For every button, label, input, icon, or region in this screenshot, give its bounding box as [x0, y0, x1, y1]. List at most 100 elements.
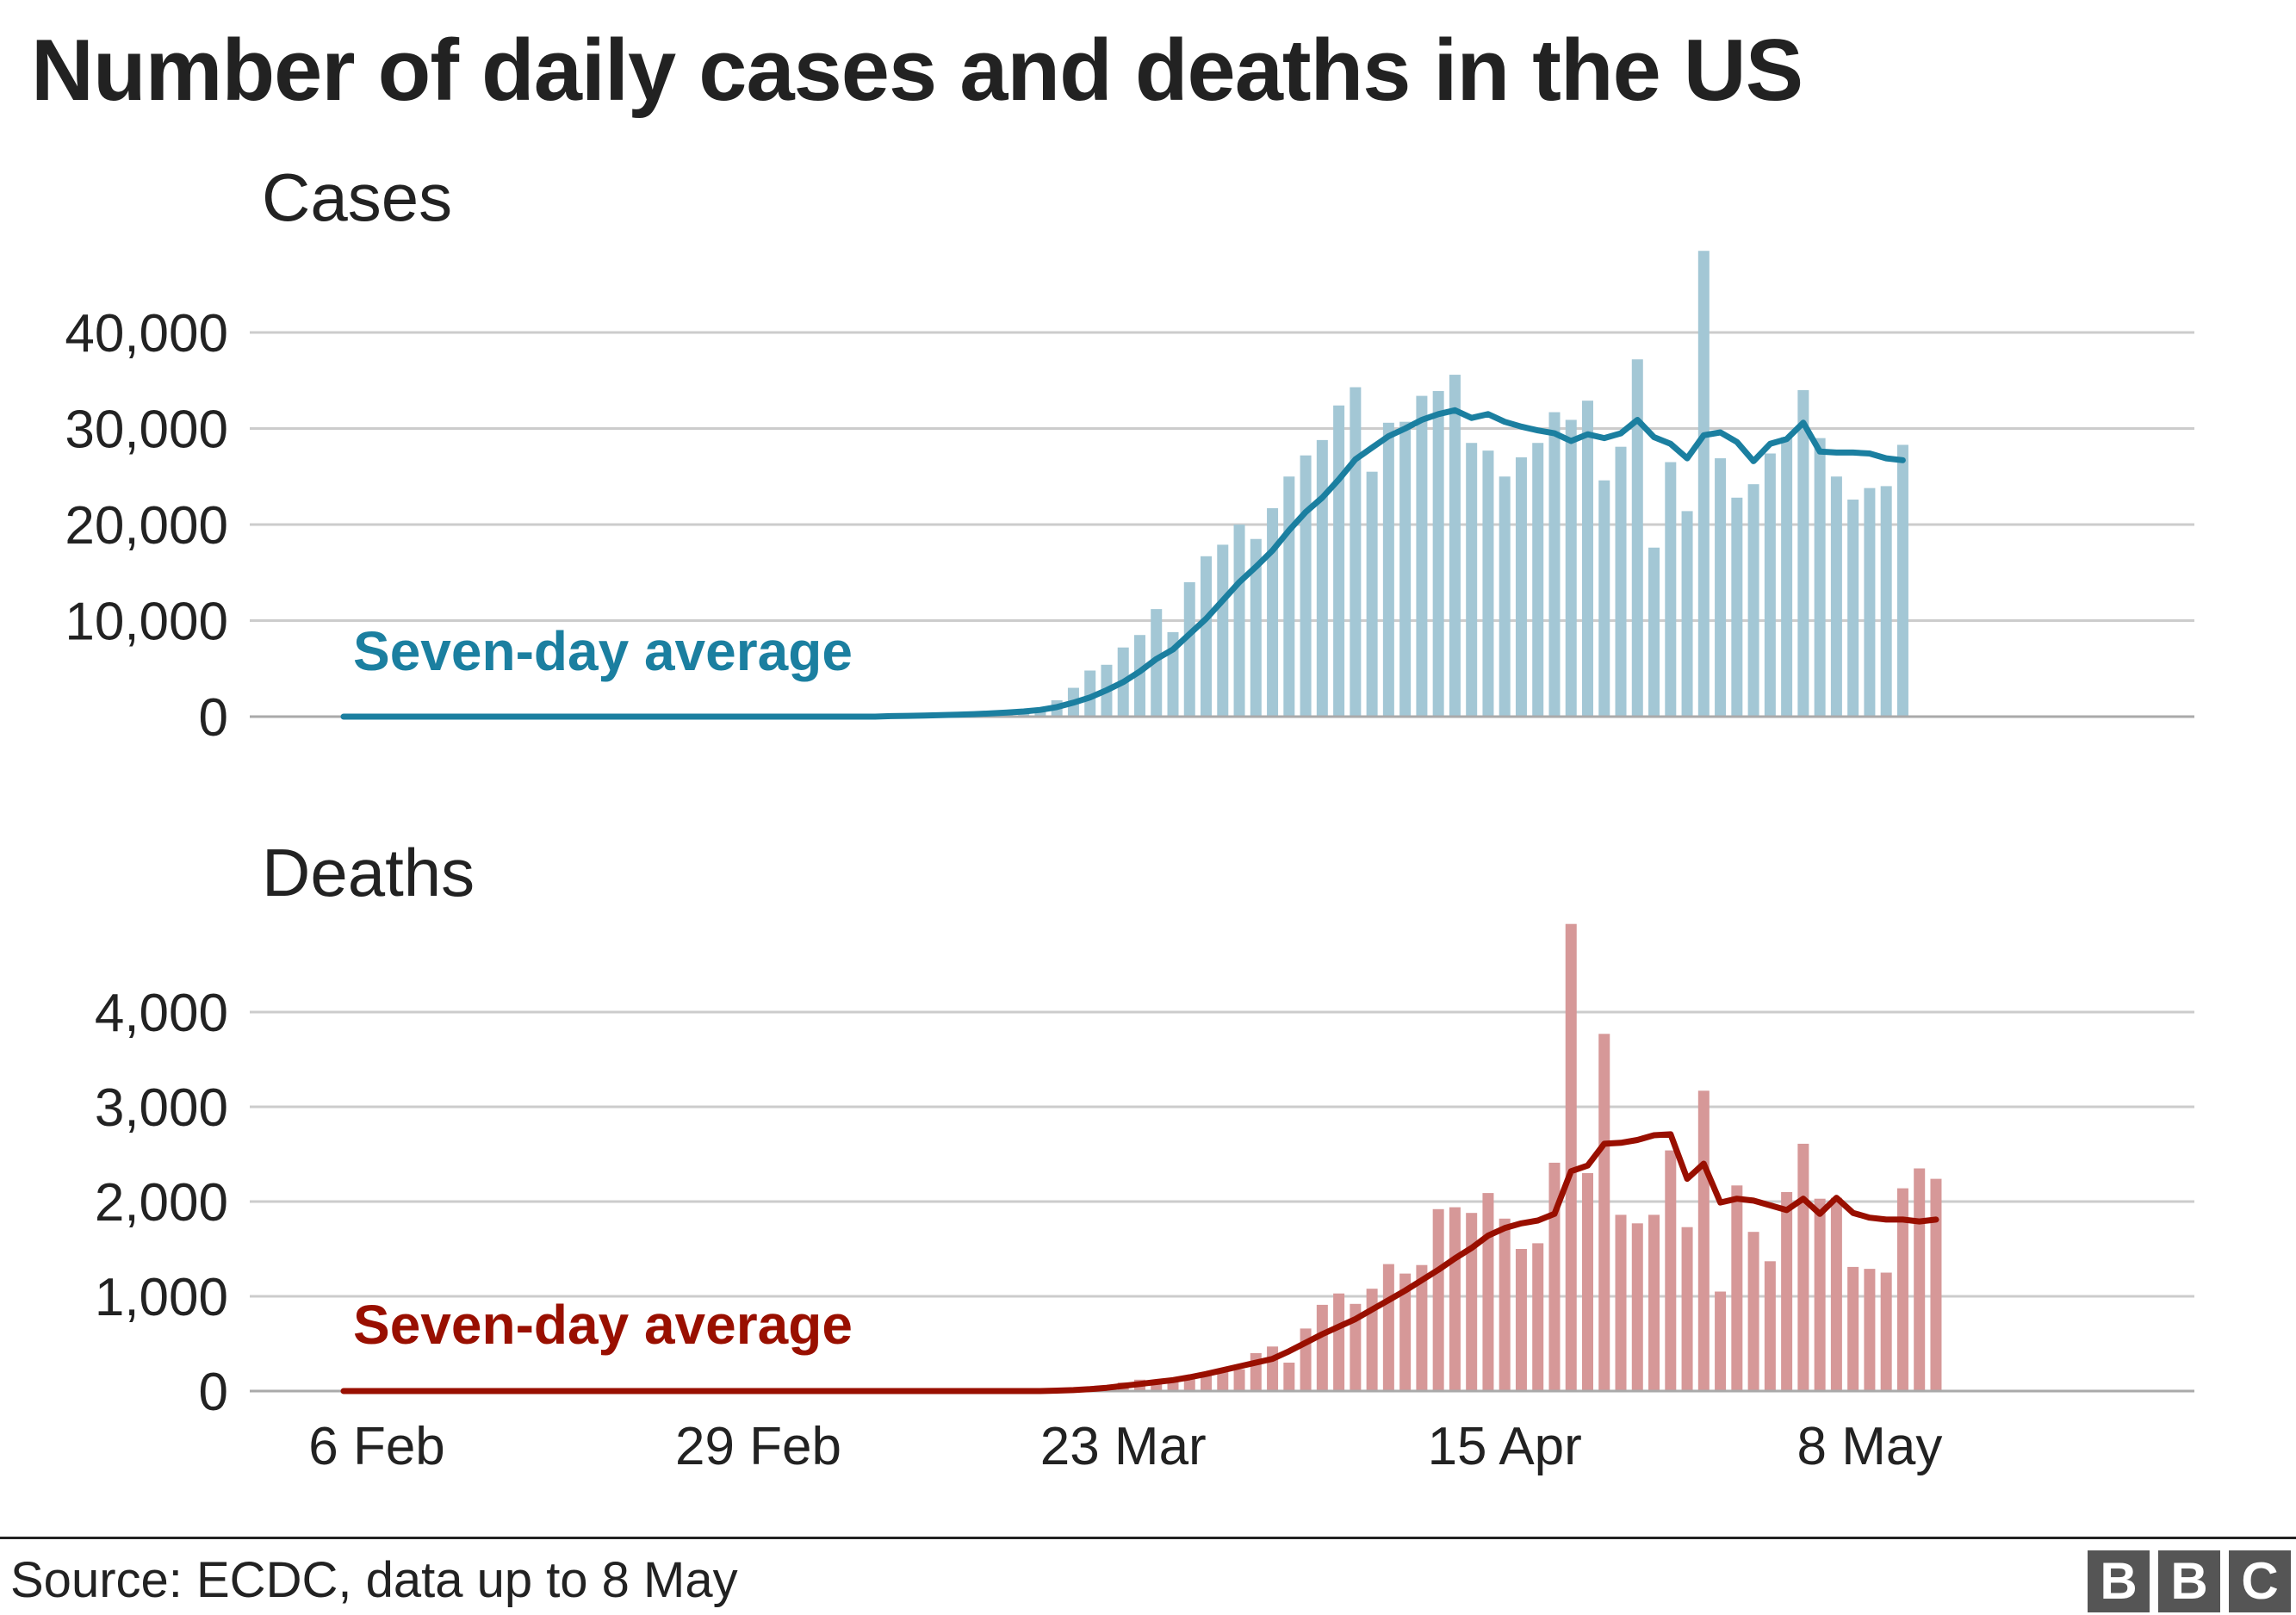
- cases-bar: [1582, 401, 1593, 717]
- deaths-bar: [1582, 1173, 1593, 1391]
- deaths-bar: [1217, 1372, 1229, 1391]
- source-note: Source: ECDC, data up to 8 May: [10, 1552, 738, 1608]
- cases-bar: [1697, 251, 1710, 717]
- cases-bar: [1233, 525, 1245, 717]
- cases-bar: [1499, 476, 1511, 717]
- cases-bar: [1764, 453, 1776, 717]
- cases-bar: [1847, 500, 1859, 717]
- cases-bar: [1316, 439, 1328, 717]
- x-tick-label: 6 Feb: [308, 1417, 445, 1476]
- cases-average-line: [340, 407, 1906, 720]
- cases-bar: [1648, 547, 1660, 717]
- deaths-bar: [1466, 1213, 1478, 1391]
- deaths-bar: [1764, 1261, 1776, 1391]
- deaths-bar: [1233, 1369, 1245, 1391]
- cases-bar: [1631, 359, 1643, 717]
- cases-panel-title: Cases: [262, 159, 452, 235]
- cases-bar: [1133, 635, 1145, 717]
- deaths-bar: [1267, 1346, 1279, 1391]
- cases-bar: [1084, 670, 1096, 717]
- deaths-bar: [1532, 1243, 1544, 1391]
- x-tick-label: 8 May: [1796, 1417, 1942, 1476]
- deaths-bar: [1167, 1382, 1179, 1391]
- cases-bar: [1399, 421, 1412, 717]
- deaths-bar: [1797, 1143, 1809, 1391]
- cases-bar: [1615, 446, 1627, 717]
- x-tick-label: 29 Feb: [675, 1417, 841, 1476]
- deaths-bar: [1565, 923, 1577, 1391]
- logo-block-c: C: [2229, 1550, 2291, 1612]
- cases-bar: [1283, 476, 1295, 717]
- cases-y-tick-label: 10,000: [65, 593, 228, 652]
- bbc-logo: B B C: [2088, 1550, 2291, 1612]
- deaths-bar: [1847, 1266, 1859, 1391]
- deaths-bar: [1896, 1188, 1908, 1391]
- cases-bar: [1432, 391, 1444, 717]
- cases-y-tick-label: 30,000: [65, 401, 228, 460]
- cases-bar: [1532, 443, 1544, 717]
- deaths-bar: [1648, 1214, 1660, 1391]
- cases-bar: [1515, 457, 1527, 717]
- deaths-bar: [1183, 1377, 1195, 1391]
- logo-block-b2: B: [2158, 1550, 2220, 1612]
- deaths-bar: [1631, 1223, 1643, 1391]
- deaths-bar: [1864, 1269, 1876, 1391]
- cases-bar: [1366, 471, 1378, 717]
- deaths-bar: [1681, 1227, 1693, 1391]
- deaths-y-tick-label: 2,000: [95, 1173, 228, 1233]
- deaths-y-tick-label: 3,000: [95, 1078, 228, 1138]
- deaths-bar: [1781, 1192, 1793, 1391]
- deaths-panel: Deaths 0 1,000 2,000 3,000 4,000 Seven-day ave…: [95, 835, 2194, 1476]
- deaths-bar: [1598, 1034, 1610, 1391]
- cases-bar: [1715, 458, 1727, 717]
- cases-bar: [1267, 508, 1279, 717]
- cases-bar: [1333, 405, 1345, 717]
- cases-bar: [1880, 486, 1892, 717]
- cases-bar: [1466, 443, 1478, 717]
- deaths-bar: [1283, 1363, 1295, 1391]
- cases-panel: Cases 0 10,000 20,000 30,000 40,000 Seven-day …: [65, 159, 2194, 748]
- cases-bar: [1681, 511, 1693, 717]
- deaths-bar: [1482, 1193, 1494, 1391]
- cases-bar: [1034, 710, 1046, 717]
- cases-bar: [1382, 422, 1394, 717]
- deaths-bar: [1499, 1218, 1511, 1391]
- deaths-bar: [1747, 1232, 1759, 1391]
- cases-bar: [1201, 556, 1213, 717]
- deaths-average-label: Seven-day average: [353, 1294, 853, 1356]
- deaths-bar: [1731, 1185, 1743, 1391]
- deaths-bar: [1715, 1291, 1727, 1391]
- cases-bar: [1151, 609, 1163, 717]
- logo-block-b1: B: [2088, 1550, 2150, 1612]
- chart-title: Number of daily cases and deaths in the …: [31, 22, 1803, 119]
- cases-bar: [1217, 544, 1229, 717]
- cases-y-tick-label: 0: [199, 688, 228, 748]
- cases-y-tick-label: 40,000: [65, 304, 228, 363]
- x-tick-label: 15 Apr: [1428, 1417, 1582, 1476]
- cases-bar: [1183, 581, 1195, 717]
- cases-bar: [1896, 444, 1908, 717]
- deaths-bar: [1399, 1273, 1412, 1391]
- cases-bar: [1565, 419, 1577, 717]
- cases-bar: [1864, 488, 1876, 717]
- cases-bar: [1250, 538, 1262, 717]
- cases-bar: [1747, 484, 1759, 717]
- deaths-bar: [1416, 1264, 1428, 1391]
- deaths-bar: [1930, 1178, 1942, 1391]
- deaths-y-tick-label: 1,000: [95, 1268, 228, 1327]
- cases-bar: [1548, 412, 1561, 717]
- deaths-panel-title: Deaths: [262, 835, 475, 910]
- cases-bar: [1781, 437, 1793, 717]
- cases-bar: [1300, 455, 1312, 717]
- deaths-bar: [1449, 1207, 1461, 1391]
- cases-bar: [1416, 395, 1428, 717]
- cases-average-label: Seven-day average: [353, 620, 853, 682]
- deaths-bar: [1914, 1168, 1926, 1391]
- deaths-bar: [1382, 1264, 1394, 1391]
- deaths-bar: [1333, 1293, 1345, 1391]
- deaths-bar: [1316, 1304, 1328, 1391]
- deaths-bar: [1432, 1208, 1444, 1391]
- cases-bar: [1665, 462, 1677, 717]
- cases-bar: [1731, 497, 1743, 717]
- deaths-average-line: [340, 1131, 1939, 1394]
